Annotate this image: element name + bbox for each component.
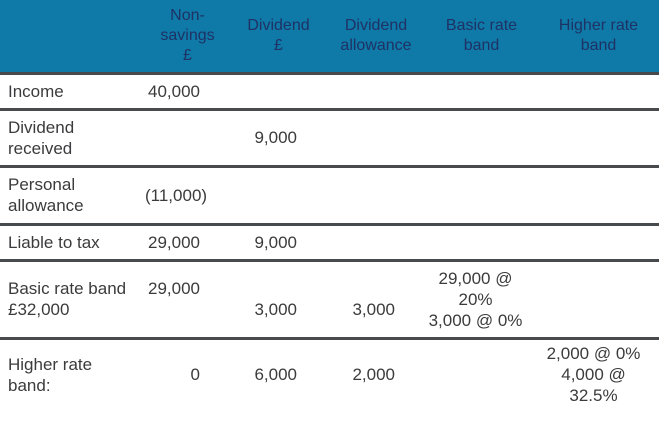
cell-higher-rate-band-dividend-allowance: 2,000	[327, 336, 425, 410]
table-body: Income 40,000 Dividend received 9,000 Persona…	[0, 71, 659, 410]
cell-text-line: 29,000 @	[438, 268, 513, 288]
cell-dividend-received-basic-rate-band	[425, 107, 538, 166]
cell-text-line: 4,000 @	[561, 365, 626, 385]
tax-computation-table: Non-savings £ Dividend £ Dividend allowance Ba…	[0, 0, 659, 410]
cell-basic-rate-band-higher-rate-band	[538, 258, 659, 338]
cell-liable-to-tax-row-label: Liable to tax	[0, 222, 145, 260]
cell-text-line: 3,000 @ 0%	[428, 310, 523, 330]
cell-text-line: (11,000)	[145, 185, 208, 205]
cell-text-line: 9,000	[254, 232, 297, 252]
cell-text-line	[230, 278, 297, 299]
cell-dividend-received-row-label: Dividend received	[0, 107, 145, 166]
cell-personal-allowance-higher-rate-band	[538, 164, 659, 224]
table-row-income: Income 40,000	[0, 71, 659, 109]
cell-dividend-received-non-savings	[145, 107, 230, 166]
column-header-line: Non-	[170, 6, 205, 24]
column-header-line: allowance	[340, 36, 412, 54]
cell-text-line: 3,000	[254, 300, 297, 319]
cell-text-line: £32,000	[8, 300, 70, 319]
cell-text-line: Personal	[8, 175, 76, 194]
cell-dividend-received-dividend: 9,000	[230, 107, 327, 166]
cell-basic-rate-band-row-label: Basic rate band £32,000	[0, 258, 145, 338]
cell-text-line: 6,000	[254, 365, 297, 385]
table-header: Non-savings £ Dividend £ Dividend allowance Ba…	[0, 0, 659, 73]
cell-higher-rate-band-basic-rate-band	[425, 336, 538, 410]
cell-basic-rate-band-dividend: 3,000	[230, 258, 327, 338]
cell-income-non-savings: 40,000	[145, 71, 230, 109]
cell-text-line: 29,000	[148, 279, 200, 298]
cell-liable-to-tax-higher-rate-band	[538, 222, 659, 260]
cell-dividend-received-higher-rate-band	[538, 107, 659, 166]
cell-liable-to-tax-dividend-allowance	[327, 222, 425, 260]
column-header-dividend: Dividend £	[230, 0, 327, 73]
column-header-higher-rate-band: Higher rate band	[538, 0, 659, 73]
cell-text-line: Income	[8, 81, 64, 101]
cell-higher-rate-band-dividend: 6,000	[230, 336, 327, 410]
cell-text-line: received	[8, 138, 73, 158]
cell-text-line: allowance	[8, 196, 84, 215]
cell-higher-rate-band-higher-rate-band: 2,000 @ 0% 4,000 @32.5%	[538, 336, 659, 410]
cell-text-line: 20%	[458, 289, 493, 309]
cell-liable-to-tax-non-savings: 29,000	[145, 222, 230, 260]
cell-income-higher-rate-band	[538, 71, 659, 109]
table-row-higher-rate-band: Higher rate band: 0 6,000 2,000 2,000 @ 0% 4,0…	[0, 336, 659, 410]
column-header-non-savings: Non-savings £	[145, 0, 230, 73]
cell-personal-allowance-non-savings: (11,000)	[145, 164, 230, 224]
cell-text-line: Higher rate	[8, 354, 93, 374]
cell-text-line: 2,000 @ 0%	[546, 344, 641, 364]
header-row: Non-savings £ Dividend £ Dividend allowance Ba…	[0, 0, 659, 73]
cell-text-line	[327, 278, 395, 299]
column-header-line: Higher rate	[558, 16, 639, 34]
table-row-liable-to-tax: Liable to tax 29,000 9,000	[0, 222, 659, 260]
column-header-dividend-allowance: Dividend allowance	[327, 0, 425, 73]
column-header-line: band	[463, 36, 500, 54]
cell-income-basic-rate-band	[425, 71, 538, 109]
cell-text-line	[145, 299, 200, 320]
table-row-basic-rate-band: Basic rate band £32,000 29,000 3,000 3,000…	[0, 258, 659, 338]
cell-text-line: 9,000	[254, 128, 297, 147]
cell-income-row-label: Income	[0, 71, 145, 109]
cell-text-line: 29,000	[148, 232, 200, 252]
cell-text-line: Dividend	[8, 117, 75, 137]
column-header-line: savings	[160, 26, 215, 44]
column-header-basic-rate-band: Basic rate band	[425, 0, 538, 73]
cell-personal-allowance-dividend	[230, 164, 327, 224]
cell-liable-to-tax-dividend: 9,000	[230, 222, 327, 260]
cell-higher-rate-band-row-label: Higher rate band:	[0, 336, 145, 410]
table-row-dividend-received: Dividend received 9,000	[0, 107, 659, 166]
cell-higher-rate-band-non-savings: 0	[145, 336, 230, 410]
cell-text-line: 0	[190, 365, 200, 385]
column-header-line: £	[274, 36, 283, 54]
cell-basic-rate-band-basic-rate-band: 29,000 @20% 3,000 @ 0%	[425, 258, 538, 338]
cell-income-dividend	[230, 71, 327, 109]
cell-text-line: 40,000	[148, 81, 200, 101]
column-header-line: Basic rate	[445, 16, 518, 34]
cell-liable-to-tax-basic-rate-band	[425, 222, 538, 260]
cell-dividend-received-dividend-allowance	[327, 107, 425, 166]
column-header-row-label	[0, 0, 145, 73]
cell-personal-allowance-row-label: Personal allowance	[0, 164, 145, 224]
column-header-line: Dividend	[247, 16, 310, 34]
cell-text-line: Basic rate band	[8, 279, 127, 298]
column-header-line: £	[183, 46, 192, 64]
cell-text-line: 32.5%	[569, 386, 618, 406]
cell-basic-rate-band-non-savings: 29,000	[145, 258, 230, 338]
cell-income-dividend-allowance	[327, 71, 425, 109]
cell-personal-allowance-dividend-allowance	[327, 164, 425, 224]
cell-personal-allowance-basic-rate-band	[425, 164, 538, 224]
cell-text-line: Liable to tax	[8, 232, 100, 252]
cell-basic-rate-band-dividend-allowance: 3,000	[327, 258, 425, 338]
column-header-line: Dividend	[344, 16, 408, 34]
cell-text-line: band:	[8, 375, 51, 395]
cell-text-line: 2,000	[352, 365, 395, 385]
table-row-personal-allowance: Personal allowance (11,000)	[0, 164, 659, 224]
cell-text-line: 3,000	[352, 300, 395, 319]
column-header-line: band	[580, 36, 617, 54]
